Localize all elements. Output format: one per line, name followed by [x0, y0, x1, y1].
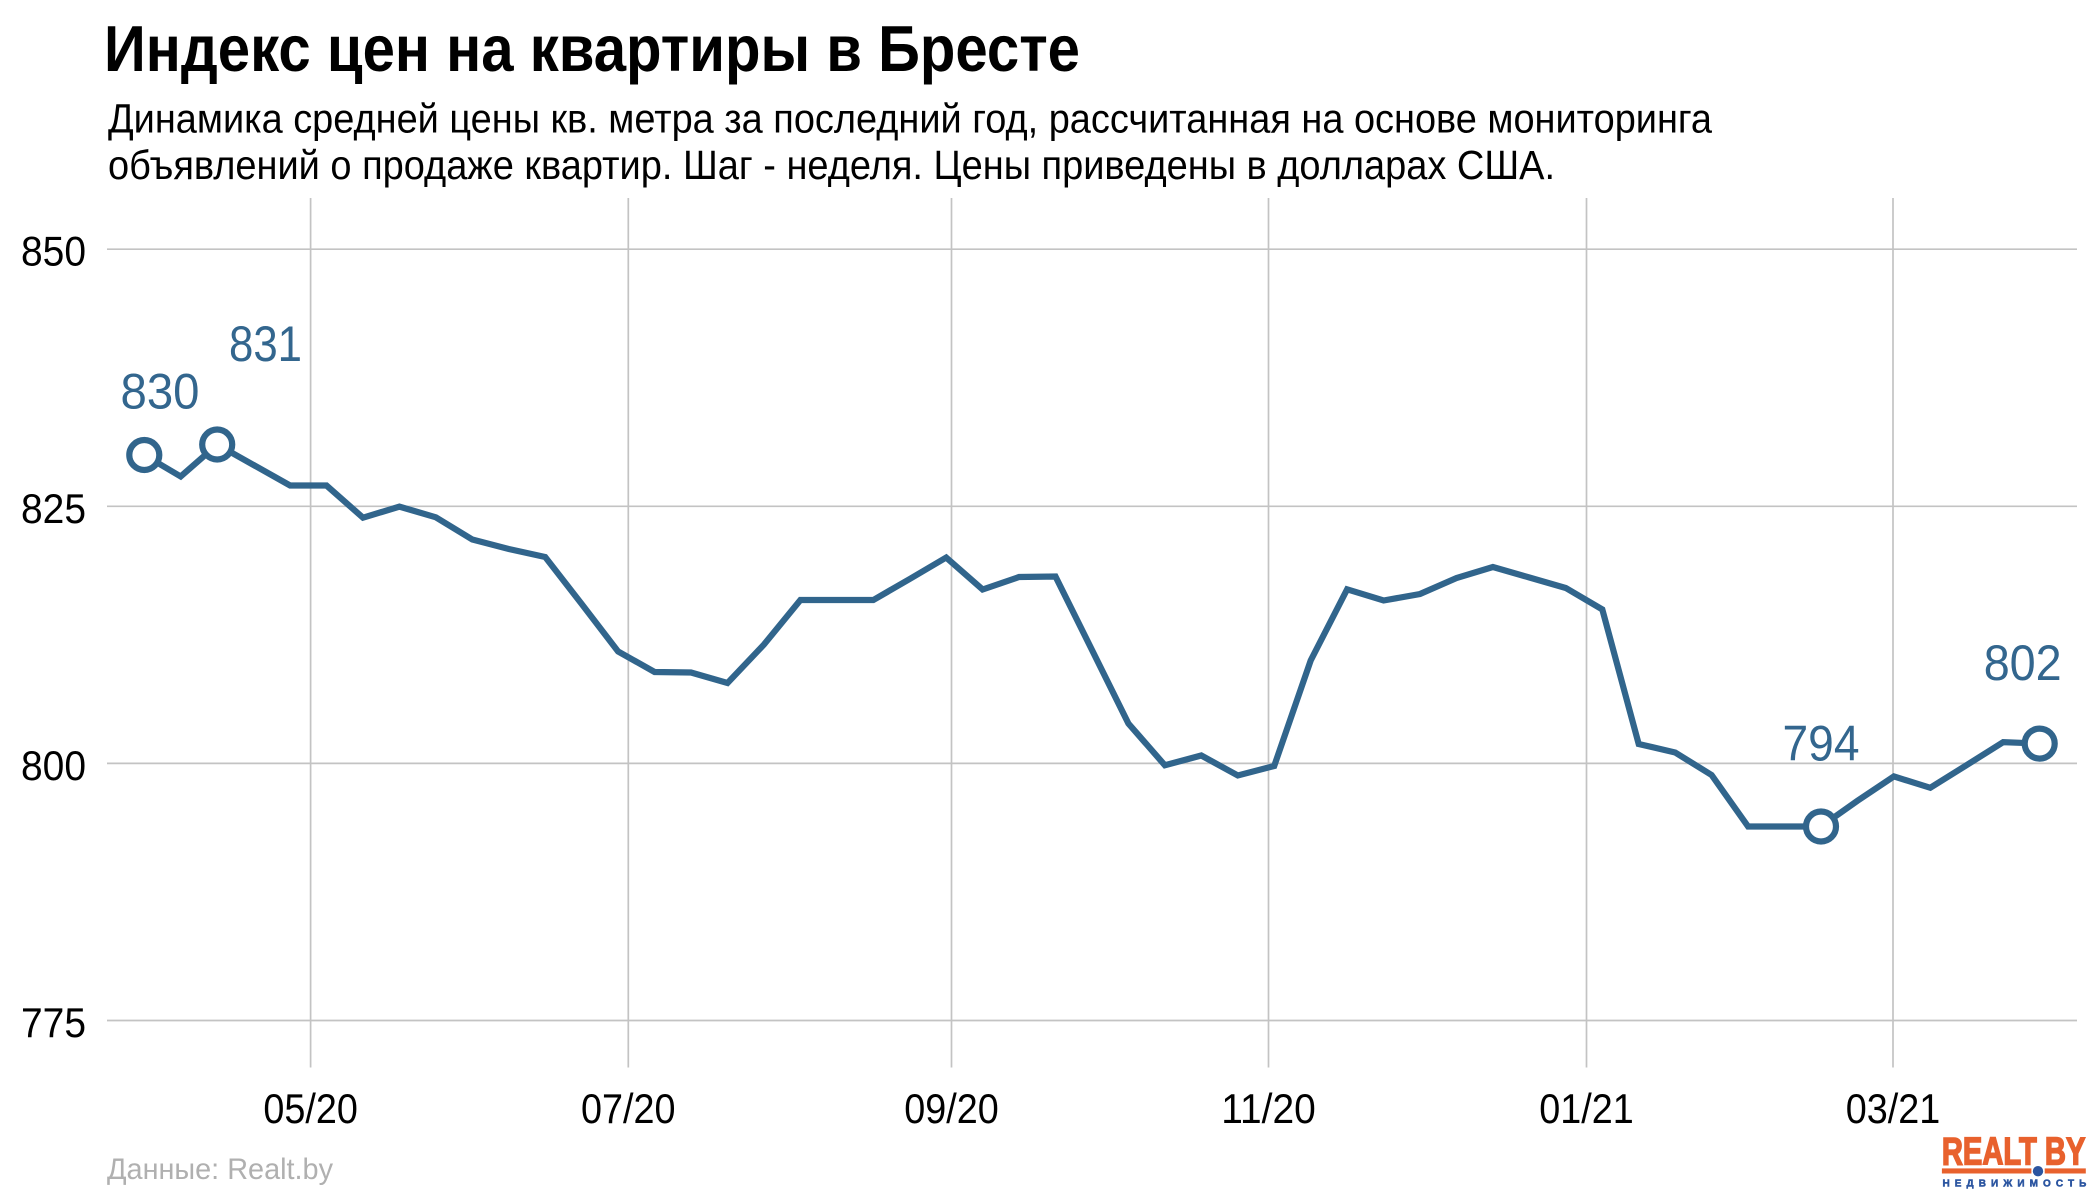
svg-text:850: 850 [21, 228, 86, 275]
svg-text:03/21: 03/21 [1846, 1085, 1941, 1132]
svg-text:REALT BY: REALT BY [1942, 1131, 2086, 1174]
svg-text:Данные: Realt.by: Данные: Realt.by [107, 1153, 333, 1186]
svg-text:01/21: 01/21 [1539, 1085, 1634, 1132]
svg-text:Динамика средней цены кв. метр: Динамика средней цены кв. метра за после… [108, 96, 1712, 142]
svg-text:Индекс цен на квартиры в Брест: Индекс цен на квартиры в Бресте [104, 12, 1080, 85]
svg-text:09/20: 09/20 [904, 1085, 999, 1132]
svg-text:05/20: 05/20 [263, 1085, 358, 1132]
svg-text:794: 794 [1783, 716, 1860, 772]
svg-text:07/20: 07/20 [581, 1085, 676, 1132]
svg-text:800: 800 [21, 742, 86, 789]
svg-text:825: 825 [21, 485, 86, 532]
svg-text:775: 775 [21, 999, 86, 1046]
svg-text:830: 830 [121, 364, 200, 420]
svg-text:объявлений о продаже квартир.: объявлений о продаже квартир. Шаг - неде… [108, 142, 1555, 188]
svg-text:831: 831 [229, 316, 302, 372]
svg-text:11/20: 11/20 [1221, 1085, 1316, 1132]
svg-text:802: 802 [1984, 635, 2062, 691]
